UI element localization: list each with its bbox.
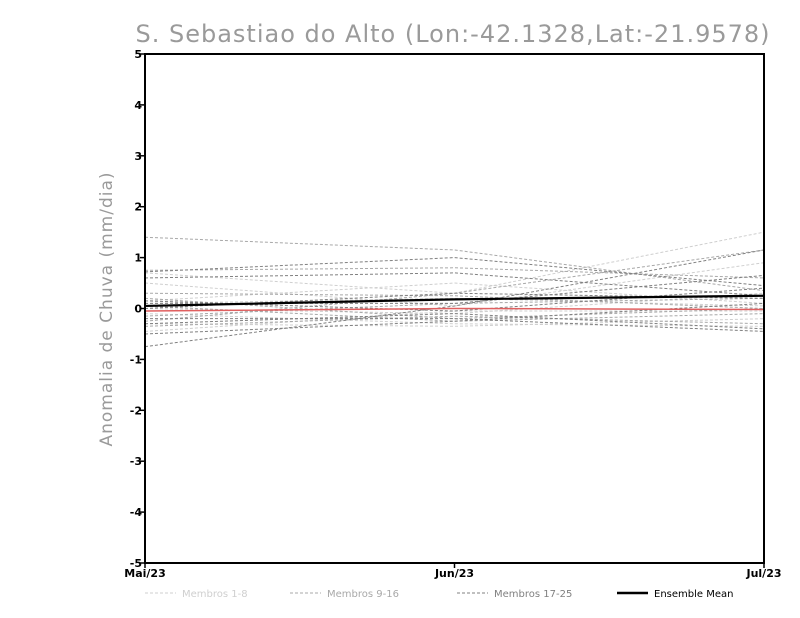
member-line-24	[145, 318, 765, 332]
legend-label: Membros 1-8	[182, 589, 248, 600]
member-line-12	[144, 249, 765, 322]
zero-reference-line	[144, 307, 765, 312]
y-tick-label: 3	[134, 150, 142, 163]
x-tick-label: Jun/23	[434, 567, 474, 580]
legend-label: Ensemble Mean	[654, 589, 733, 600]
member-line-6	[144, 297, 765, 307]
y-axis-label: Anomalia de Chuva (mm/dia)	[97, 171, 117, 446]
member-line-7	[144, 310, 764, 332]
plot-frame	[144, 53, 765, 564]
legend-label: Membros 17-25	[494, 589, 572, 600]
y-tick-label: -4	[130, 506, 143, 519]
member-line-15	[144, 315, 765, 327]
y-tick-label: 5	[134, 48, 142, 61]
x-tick-label: Mai/23	[124, 567, 165, 580]
legend-label: Membros 9-16	[327, 589, 399, 600]
y-tick-label: 0	[134, 303, 142, 316]
plot-area	[144, 231, 765, 348]
x-tick-label: Jul/23	[745, 567, 781, 580]
member-line-25	[144, 287, 765, 312]
y-tick-label: -1	[130, 353, 142, 366]
ensemble-mean-line	[144, 294, 765, 308]
axis-ticks: -5 -4 -3 -2 -1 0 1 2 3 4 5 Mai/23 Jun/23 Jul/23	[124, 48, 781, 580]
member-line-16	[144, 292, 765, 309]
chart-title: S. Sebastiao do Alto (Lon:-42.1328,Lat:-…	[135, 20, 770, 48]
y-tick-label: 1	[134, 252, 142, 265]
member-line-22	[144, 313, 765, 330]
legend: Membros 1-8 Membros 9-16 Membros 17-25 Ense…	[145, 589, 733, 600]
member-line-18	[144, 249, 765, 348]
member-line-19	[144, 272, 765, 297]
y-tick-label: -3	[130, 455, 142, 468]
member-line-13	[144, 305, 765, 322]
member-line-17	[144, 257, 765, 287]
member-line-9	[144, 236, 765, 292]
member-line-10	[144, 267, 765, 279]
legend-item-2: Membros 9-16	[290, 589, 399, 600]
y-tick-label: -5	[130, 557, 142, 570]
y-tick-label: 2	[134, 201, 142, 214]
y-tick-label: -2	[130, 404, 142, 417]
member-line-11	[144, 297, 765, 320]
member-line-3	[144, 313, 765, 327]
member-line-21	[145, 274, 765, 304]
legend-item-4: Ensemble Mean	[617, 589, 733, 600]
legend-item-1: Membros 1-8	[145, 589, 248, 600]
legend-item-3: Membros 17-25	[457, 589, 572, 600]
member-line-14	[144, 297, 765, 317]
y-tick-label: 4	[134, 99, 142, 112]
